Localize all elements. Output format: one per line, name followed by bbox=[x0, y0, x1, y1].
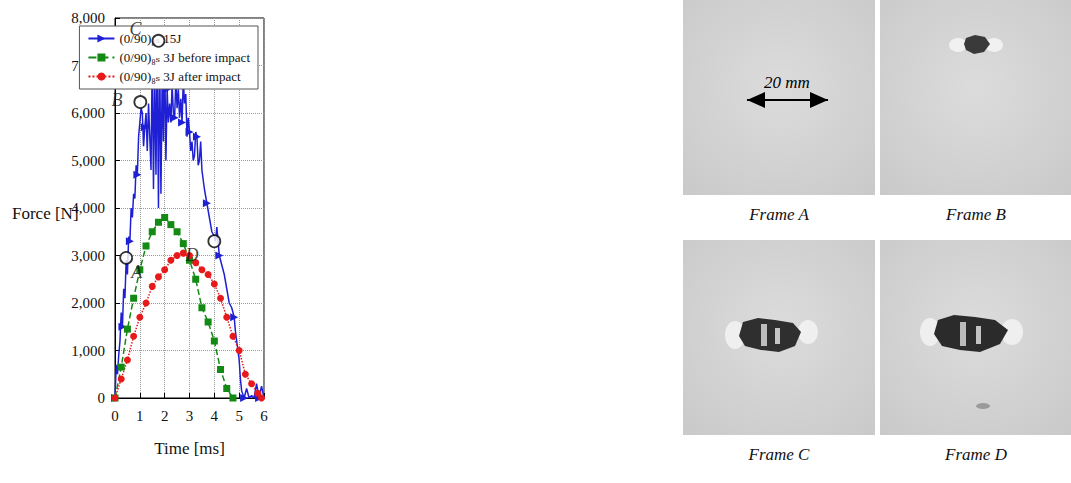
svg-text:6,000: 6,000 bbox=[71, 105, 105, 121]
html-text:Frame A: Frame A bbox=[749, 205, 809, 224]
svg-text:0: 0 bbox=[98, 390, 106, 406]
svg-text:2,000: 2,000 bbox=[71, 295, 105, 311]
svg-text:B: B bbox=[111, 90, 122, 110]
svg-text:A: A bbox=[130, 262, 143, 282]
svg-text:Force [N]: Force [N] bbox=[12, 204, 79, 223]
svg-text:C: C bbox=[130, 19, 143, 39]
svg-text:1: 1 bbox=[136, 408, 144, 424]
svg-text:5,000: 5,000 bbox=[71, 153, 105, 169]
html-text:Frame B: Frame B bbox=[946, 205, 1006, 224]
svg-text:(0/90)₈ₛ 15J: (0/90)₈ₛ 15J bbox=[119, 31, 182, 46]
svg-text:3,000: 3,000 bbox=[71, 248, 105, 264]
svg-text:(0/90)₈ₛ 3J after impact: (0/90)₈ₛ 3J after impact bbox=[119, 69, 241, 84]
svg-text:Time [ms]: Time [ms] bbox=[154, 439, 225, 458]
svg-text:8,000: 8,000 bbox=[71, 10, 105, 26]
svg-text:5: 5 bbox=[235, 408, 243, 424]
html-text:Frame D: Frame D bbox=[945, 445, 1007, 464]
svg-text:20 mm: 20 mm bbox=[764, 73, 810, 92]
svg-text:0: 0 bbox=[111, 408, 119, 424]
svg-text:4,000: 4,000 bbox=[71, 200, 105, 216]
svg-text:D: D bbox=[184, 245, 198, 265]
svg-text:6: 6 bbox=[260, 408, 268, 424]
svg-text:4: 4 bbox=[211, 408, 219, 424]
svg-text:2: 2 bbox=[161, 408, 169, 424]
html-text:Frame C: Frame C bbox=[748, 445, 810, 464]
svg-text:(0/90)₈ₛ 3J before impact: (0/90)₈ₛ 3J before impact bbox=[119, 50, 250, 65]
svg-text:1,000: 1,000 bbox=[71, 343, 105, 359]
svg-text:3: 3 bbox=[186, 408, 194, 424]
